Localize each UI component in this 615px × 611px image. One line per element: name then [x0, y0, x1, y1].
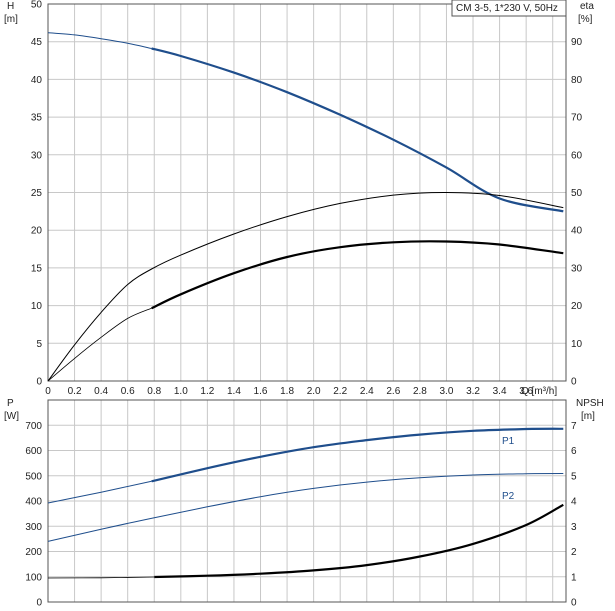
- bottom-right-y-tick-labels: 0 1 2 3 4 5 6 7: [571, 421, 577, 609]
- bottom-left-y-tick-label: 200: [25, 547, 42, 558]
- efficiency-curve-thick: [151, 240, 564, 310]
- top-x-tick-labels: 0 0.2 0.4 0.6 0.8 1.0 1.2 1.4 1.6 1.8 2.0 2.2 2.4 2.6…: [45, 386, 533, 397]
- npsh-curve: [154, 503, 564, 579]
- series-label-p1: P1: [502, 436, 515, 447]
- top-right-y-tick-label: 30: [571, 263, 583, 274]
- x-tick-label: 0.8: [147, 386, 161, 397]
- head-curve: [151, 47, 564, 213]
- bottom-gridlines: [48, 400, 566, 602]
- top-right-y-tick-label: 20: [571, 301, 583, 312]
- x-tick-label: 1.6: [254, 386, 268, 397]
- bottom-right-y-tick-label: 5: [571, 471, 577, 482]
- left-axis-unit-w: [W]: [4, 411, 19, 422]
- top-left-y-tick-label: 10: [31, 301, 43, 312]
- chart-title-box: [451, 0, 567, 17]
- x-tick-label: 3.4: [493, 386, 507, 397]
- left-axis-unit-m: [m]: [4, 14, 18, 25]
- bottom-left-y-tick-label: 300: [25, 522, 42, 533]
- top-left-y-tick-label: 5: [36, 339, 42, 350]
- x-tick-label: 2.0: [307, 386, 321, 397]
- bottom-right-y-tick-label: 7: [571, 421, 577, 432]
- x-tick-label: 2.2: [333, 386, 347, 397]
- p1-power-curve: [151, 427, 564, 483]
- top-right-y-tick-label: 50: [571, 188, 583, 199]
- x-tick-label: 3.0: [440, 386, 454, 397]
- bottom-left-y-tick-label: 0: [36, 598, 42, 609]
- efficiency-curve-thin: [47, 191, 564, 382]
- x-tick-label: 0: [45, 386, 51, 397]
- top-curves: [47, 32, 564, 382]
- top-left-y-tick-label: 35: [31, 113, 43, 124]
- x-tick-label: 3.6: [519, 386, 533, 397]
- p1-power-curve-extended: [47, 480, 152, 504]
- bottom-right-y-tick-label: 2: [571, 547, 577, 558]
- x-axis-label: Q [m³/h]: [521, 386, 557, 397]
- top-gridlines: [48, 4, 566, 381]
- top-right-y-tick-label: 60: [571, 150, 583, 161]
- top-left-y-tick-label: 15: [31, 263, 43, 274]
- top-left-y-tick-label: 30: [31, 150, 43, 161]
- top-left-y-tick-label: 50: [31, 0, 43, 11]
- head-efficiency-chart: 0 0.2 0.4 0.6 0.8 1.0 1.2 1.4 1.6 1.8 2.0 2.2 2.4 2.6…: [4, 0, 594, 397]
- left-axis-symbol-h: H: [7, 1, 14, 12]
- bottom-left-y-tick-label: 400: [25, 497, 42, 508]
- x-tick-label: 1.8: [280, 386, 294, 397]
- top-left-y-tick-labels: 0 5 10 15 20 25 30 35 40 45 50: [31, 0, 43, 388]
- x-tick-label: 1.4: [227, 386, 241, 397]
- x-tick-label: 3.2: [466, 386, 480, 397]
- chart-title: CM 3-5, 1*230 V, 50Hz: [456, 3, 558, 14]
- bottom-right-y-tick-label: 4: [571, 497, 577, 508]
- bottom-left-y-tick-label: 500: [25, 471, 42, 482]
- bottom-right-y-tick-label: 3: [571, 522, 577, 533]
- top-left-y-tick-label: 40: [31, 75, 43, 86]
- right-axis-symbol-eta: eta: [580, 1, 594, 12]
- right-axis-unit-m: [m]: [581, 411, 595, 422]
- bottom-curves: [47, 427, 564, 579]
- bottom-right-y-tick-label: 6: [571, 446, 577, 457]
- x-tick-label: 1.0: [174, 386, 188, 397]
- x-tick-label: 1.2: [200, 386, 214, 397]
- top-right-y-tick-label: 10: [571, 339, 583, 350]
- bottom-right-y-tick-label: 0: [571, 598, 577, 609]
- top-plot-frame: [47, 3, 567, 382]
- bottom-plot-frame: [47, 399, 567, 603]
- x-tick-label: 2.4: [360, 386, 374, 397]
- top-right-y-tick-label: 90: [571, 37, 583, 48]
- x-tick-label: 0.2: [68, 386, 82, 397]
- p2-power-curve: [47, 473, 564, 542]
- bottom-right-y-tick-label: 1: [571, 572, 577, 583]
- bottom-left-y-tick-label: 700: [25, 421, 42, 432]
- series-label-p2: P2: [502, 491, 515, 502]
- x-tick-label: 2.8: [413, 386, 427, 397]
- x-tick-label: 0.6: [121, 386, 135, 397]
- efficiency-curve-thick-extended: [47, 307, 152, 382]
- npsh-curve-extended: [47, 576, 155, 579]
- top-left-y-tick-label: 0: [36, 377, 42, 388]
- top-right-y-tick-labels: 0 10 20 30 40 50 60 70 80 90: [571, 37, 583, 387]
- top-left-y-tick-label: 20: [31, 226, 43, 237]
- top-right-y-tick-label: 80: [571, 75, 583, 86]
- right-axis-unit-percent: [%]: [578, 14, 593, 25]
- top-left-y-tick-label: 45: [31, 37, 43, 48]
- top-left-y-tick-label: 25: [31, 188, 43, 199]
- head-curve-extended: [47, 32, 152, 49]
- top-right-y-tick-label: 40: [571, 226, 583, 237]
- x-tick-label: 0.4: [94, 386, 108, 397]
- left-axis-symbol-p: P: [7, 398, 14, 409]
- power-npsh-chart: 0 100 200 300 400 500 600 700 0 1 2 3 4 5 6 7 P [W] NP…: [4, 398, 604, 609]
- top-right-y-tick-label: 0: [571, 377, 577, 388]
- top-right-y-tick-label: 70: [571, 113, 583, 124]
- bottom-left-y-tick-labels: 0 100 200 300 400 500 600 700: [25, 421, 42, 609]
- right-axis-symbol-npsh: NPSH: [576, 398, 604, 409]
- bottom-left-y-tick-label: 100: [25, 572, 42, 583]
- bottom-left-y-tick-label: 600: [25, 446, 42, 457]
- x-tick-label: 2.6: [386, 386, 400, 397]
